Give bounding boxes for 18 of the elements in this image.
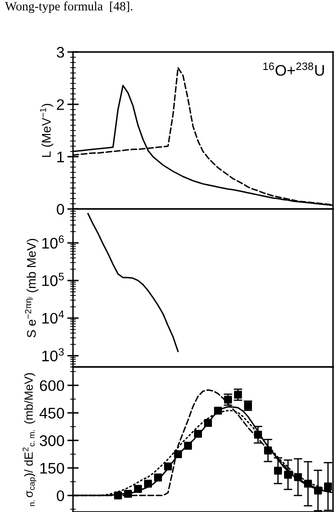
y-tick-label: 10$^{4}$ [42, 310, 64, 324]
y-tick-label: 0 [56, 204, 64, 215]
text: Wong-type formula [48]. [5, 2, 132, 14]
y-tick-label: 150 [40, 462, 64, 474]
annotation: $^{16}$O+$^{238}$U [263, 62, 324, 76]
y-axis-title: $_{n.}$σ$_{cap}$)/ dE$^{2}$$_{c.m.}$ (mb/MeV) [22, 373, 36, 506]
y-tick-label: 300 [40, 435, 64, 446]
y-axis-title: S e$^{−2πηᵢ}$ (mb MeV) [24, 238, 38, 338]
y-tick-label: 3 [56, 46, 64, 58]
y-tick-label: 2 [56, 99, 64, 110]
y-tick-label: 10$^{5}$ [42, 272, 64, 286]
y-tick-label: 10$^{3}$ [42, 348, 64, 362]
y-tick-label: 10$^{6}$ [42, 235, 64, 249]
y-tick-label: 450 [40, 408, 64, 419]
y-tick-label: 1 [57, 152, 64, 162]
y-axis-title: L (MeV$^{−1}$) [40, 104, 54, 157]
y-tick-label: 0 [56, 490, 64, 502]
y-tick-label: 600 [40, 380, 64, 392]
